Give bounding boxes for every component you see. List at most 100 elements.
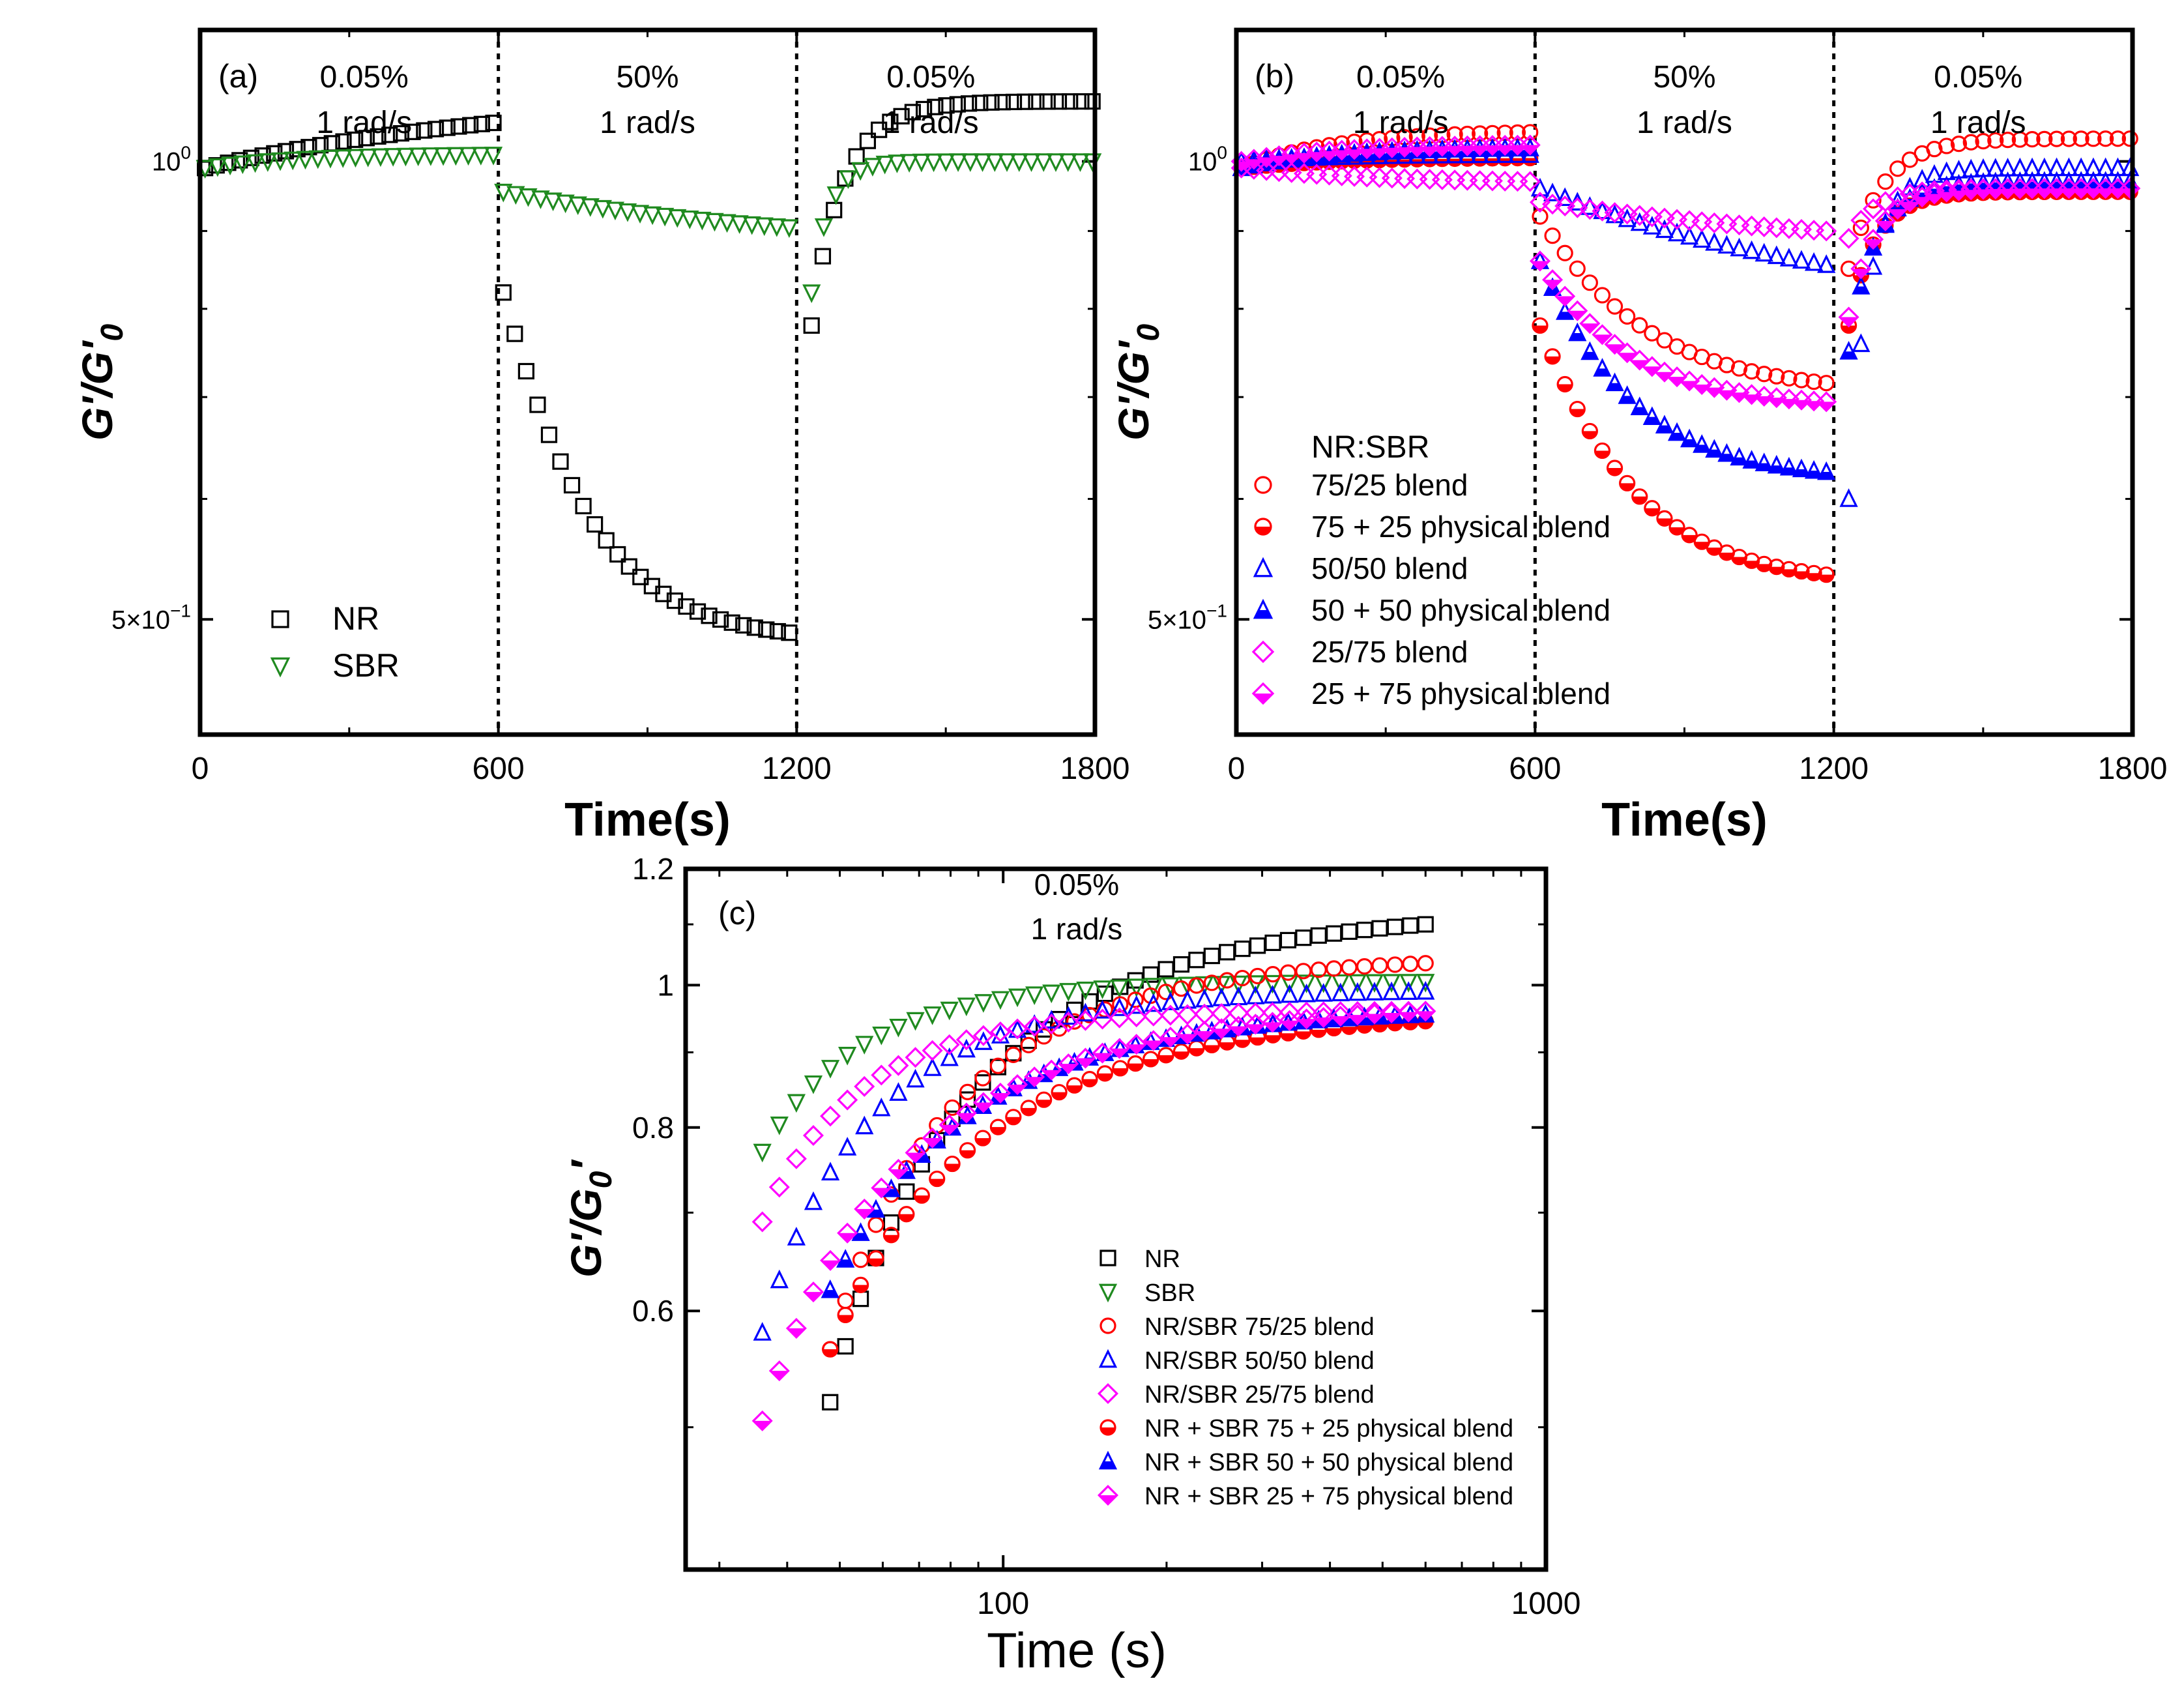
data-point [1415,1001,1436,1022]
data-point [396,147,415,167]
data-point-outline [836,1249,855,1268]
data-point [1680,226,1699,245]
data-point-outline [1874,210,1896,231]
data-point-fill [787,1328,806,1338]
data-point-outline [1653,207,1675,229]
data-point-outline [929,1170,946,1188]
data-point [889,1018,908,1038]
data-point-outline [802,1124,824,1146]
data-point-outline [1569,400,1586,418]
data-point-outline [1743,363,1760,380]
data-point-fill [1307,152,1326,161]
data-point-fill [957,1113,976,1122]
data-point [1234,969,1251,987]
data-point [960,95,978,112]
data-point [1579,199,1601,220]
data-point [1569,400,1586,418]
data-point [1348,974,1367,993]
data-point [1631,488,1648,505]
data-point [1742,240,1761,259]
data-point [1519,171,1541,192]
data-point [1887,186,1908,208]
data-point [1371,957,1388,974]
data-point [1211,1002,1232,1025]
data-point-outline [787,1227,806,1246]
data-point [751,1211,773,1233]
data-point-outline [837,1222,858,1244]
data-point [1363,1003,1385,1025]
data-point-outline [1768,368,1785,385]
data-point-outline [821,1279,839,1298]
data-point-outline [957,1038,976,1058]
data-point-outline [1229,986,1248,1006]
data-point [1693,229,1711,248]
data-point-outline [1693,229,1711,248]
data-point [1805,564,1822,581]
data-point [2060,130,2077,147]
data-point [804,1191,823,1210]
data-point [1766,217,1787,239]
data-point-fill [1806,471,1822,478]
data-point [1326,960,1343,977]
data-point-outline [1605,372,1624,392]
data-point-outline [1262,1002,1283,1023]
panel-label: (c) [718,895,756,931]
data-point [1059,983,1078,1002]
data-point [1158,1047,1174,1064]
data-point-outline [1754,242,1773,262]
data-point-outline [1704,212,1725,233]
data-point-outline [1279,964,1297,981]
data-point [837,1338,854,1355]
data-point [1717,443,1736,462]
data-point-fill [1382,1012,1401,1022]
data-point-fill [1270,155,1289,165]
data-point-outline [1581,422,1598,440]
data-point [2036,130,2053,147]
data-point-outline [1741,384,1762,405]
data-point-fill [1076,1058,1095,1068]
data-point-fill [1657,425,1672,433]
data-point [1172,956,1190,973]
legend-marker-outline [1253,598,1274,619]
data-point [781,624,798,641]
data-point-outline [1839,340,1858,360]
legend-marker-outline [1099,1317,1116,1334]
data-point [1544,348,1561,365]
data-point [991,991,1010,1010]
data-point-outline [1926,141,1943,158]
data-point [1161,991,1180,1010]
data-point-outline [1817,254,1836,273]
data-point [1331,974,1350,993]
data-point-fill [1925,194,1944,203]
data-point [1109,1038,1130,1059]
data-point [836,1249,855,1268]
data-point-fill [1470,145,1489,155]
data-point-outline [1112,996,1129,1013]
data-point [1604,202,1625,224]
data-point-outline [2024,131,2041,148]
legend-label: 75/25 blend [1311,468,1468,502]
data-point-outline [1212,987,1231,1006]
data-point-outline [1619,475,1636,491]
data-point [785,1317,807,1339]
data-point-outline [974,1031,993,1050]
data-point-outline [1667,209,1688,230]
data-point [439,119,456,136]
data-point-outline [1742,240,1761,259]
data-point [898,1206,915,1223]
data-point-fill [1395,147,1414,156]
data-point [1264,934,1281,952]
data-point [888,154,907,173]
data-point-fill [872,1188,891,1197]
data-point [944,1155,961,1173]
data-point [974,1074,991,1091]
data-point [321,149,340,169]
data-point [1818,375,1835,392]
data-point [1975,133,1992,150]
data-point [308,150,327,169]
data-point [1754,242,1773,262]
data-point-outline [1041,1014,1062,1035]
data-point-outline [1347,1004,1368,1026]
data-point [1629,205,1650,226]
legend-marker [1099,1317,1116,1334]
